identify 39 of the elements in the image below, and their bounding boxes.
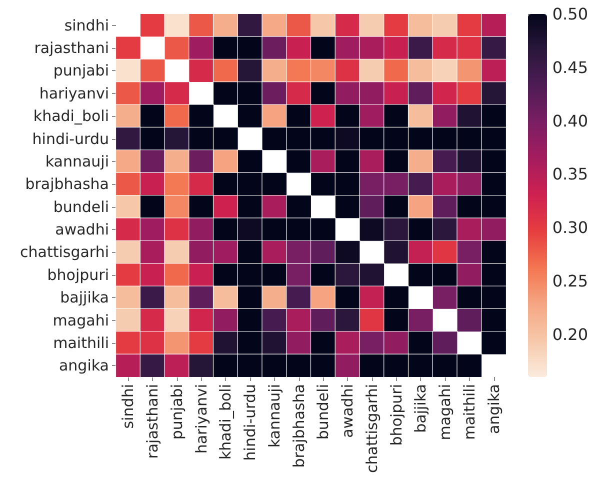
color-bar-label: 0.30 [552, 218, 588, 238]
x-tick-label: punjabi [168, 384, 186, 440]
x-tick-label: magahi [436, 384, 454, 440]
y-tick-label: angika [58, 356, 109, 375]
y-tick-label: maithili [53, 334, 109, 352]
color-bar-label: 0.50 [552, 4, 588, 24]
x-tick-label: awadhi [338, 384, 357, 438]
color-bar-label: 0.25 [552, 271, 588, 290]
x-tick-label: kannauji [265, 384, 284, 448]
y-tick-label: hindi-urdu [32, 130, 109, 148]
color-bar-label: 0.45 [552, 58, 588, 77]
y-tick-label: khadi_boli [33, 107, 109, 126]
x-tick-label: bhojpuri [387, 384, 406, 446]
y-tick-label: bajjika [60, 288, 109, 307]
x-tick-label: khadi_boli [216, 384, 235, 460]
y-tick-label: kannauji [45, 152, 109, 170]
x-tick-label: sindhi [119, 384, 138, 429]
x-tick-label: bundeli [314, 384, 332, 440]
y-tick-label: bhojpuri [47, 266, 109, 284]
y-tick-label: brajbhasha [25, 175, 109, 194]
y-tick-label: magahi [52, 311, 109, 330]
x-tick-label: angika [484, 384, 503, 434]
x-tick-label: hindi-urdu [241, 384, 260, 461]
x-tick-label: rajasthani [144, 384, 162, 459]
color-bar-label: 0.20 [552, 324, 588, 344]
y-tick-label: hariyanvi [39, 84, 109, 102]
y-tick-label: awadhi [55, 220, 109, 239]
x-tick-label: maithili [460, 384, 478, 440]
x-tick-label: hariyanvi [192, 384, 210, 454]
x-tick-label: brajbhasha [290, 384, 308, 468]
color-bar-label: 0.40 [552, 111, 588, 130]
y-tick-label: rajasthani [34, 39, 109, 58]
y-tick-label: chattisgarhi [20, 243, 109, 262]
y-tick-label: sindhi [64, 16, 109, 34]
y-tick-label: punjabi [53, 62, 109, 80]
y-tick-label: bundeli [53, 198, 109, 216]
color-bar-label: 0.35 [552, 164, 588, 184]
x-tick-label: chattisgarhi [362, 384, 381, 473]
x-tick-label: bajjika [412, 384, 430, 433]
